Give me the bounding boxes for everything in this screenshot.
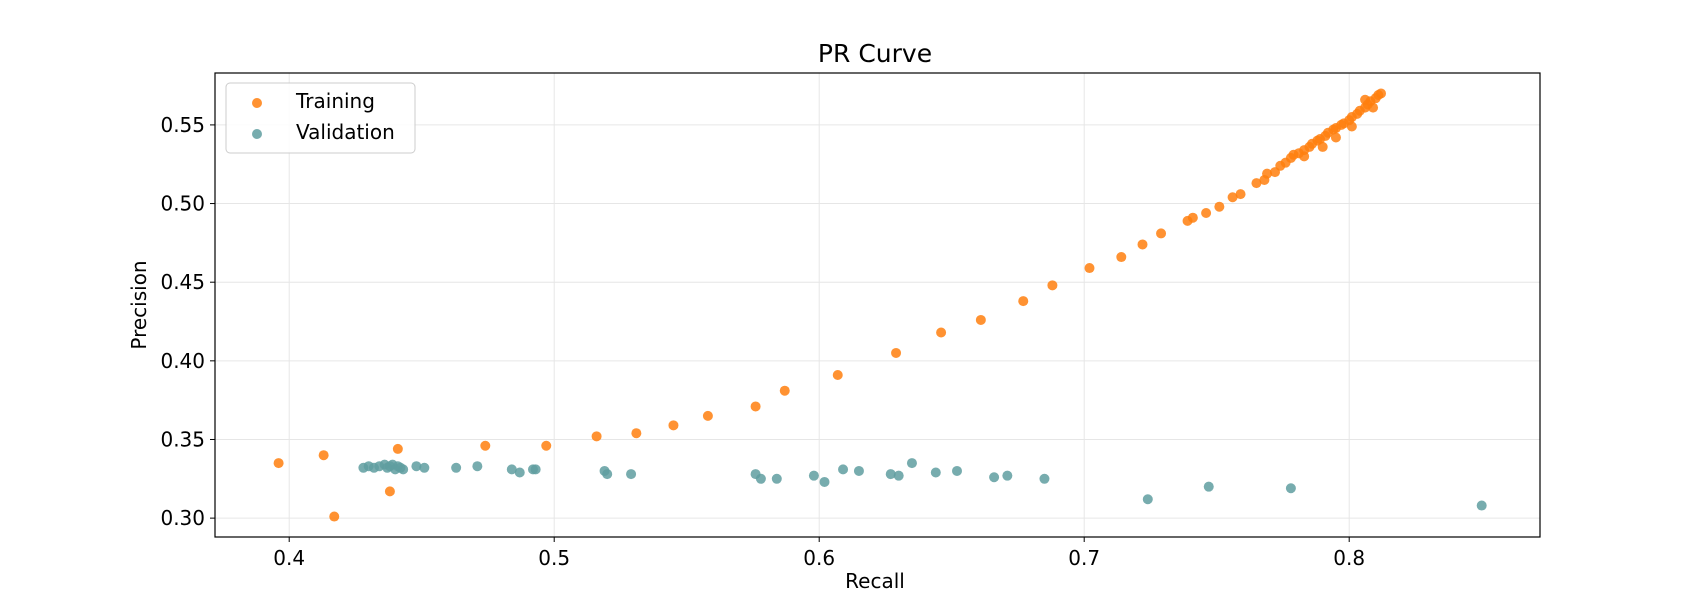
data-point-training [891, 347, 902, 358]
data-point-validation [989, 472, 1000, 483]
x-tick-label: 0.5 [538, 546, 570, 570]
data-point-validation [1285, 483, 1296, 494]
data-point-validation [1142, 494, 1153, 505]
y-tick-label: 0.35 [160, 427, 205, 451]
legend-box [225, 82, 416, 154]
x-axis-label: Recall [845, 569, 905, 593]
y-tick-label: 0.30 [160, 506, 205, 530]
data-point-validation [398, 464, 409, 475]
data-point-validation [952, 465, 962, 476]
data-point-training [392, 443, 403, 454]
grid-lines [215, 73, 1540, 537]
data-point-training [1368, 102, 1379, 113]
data-point-training [591, 431, 602, 442]
data-point-training [750, 401, 761, 412]
data-point-training [975, 314, 986, 325]
data-point-training [1084, 263, 1095, 274]
data-point-training [1201, 207, 1212, 218]
data-point-validation [1476, 500, 1487, 511]
legend-marker-training [252, 98, 262, 108]
data-point-validation [771, 473, 782, 484]
data-point-validation [602, 469, 613, 480]
data-point-validation [451, 462, 462, 473]
data-point-training [702, 410, 713, 421]
data-point-training [1317, 141, 1328, 152]
data-point-training [273, 458, 284, 469]
data-point-validation [838, 464, 849, 475]
data-point-validation [411, 461, 422, 472]
data-point-validation [506, 464, 517, 475]
data-point-validation [853, 465, 864, 476]
data-point-validation [626, 469, 637, 480]
data-point-validation [808, 470, 819, 481]
data-point-validation [906, 458, 917, 469]
data-point-validation [1002, 470, 1013, 481]
data-point-validation [1039, 473, 1050, 484]
data-point-training [329, 511, 340, 522]
data-point-training [1299, 151, 1310, 162]
data-point-training [1156, 228, 1167, 239]
data-point-training [541, 440, 552, 451]
data-point-validation [755, 473, 766, 484]
data-point-training [832, 369, 843, 380]
data-point-training [936, 327, 947, 338]
data-point-training [1227, 192, 1238, 203]
data-point-training [1137, 239, 1148, 250]
data-point-training [318, 450, 329, 461]
data-point-validation [819, 476, 830, 487]
data-point-training [480, 440, 491, 451]
x-tick-label: 0.8 [1333, 546, 1365, 570]
data-point-validation [472, 461, 483, 472]
series-validation [358, 458, 1487, 511]
data-point-training [1262, 168, 1273, 179]
data-point-training [1187, 212, 1198, 223]
legend-label-validation: Validation [296, 120, 395, 144]
data-point-training [1360, 94, 1371, 105]
data-point-training [668, 420, 679, 431]
data-point-training [1251, 178, 1262, 189]
data-point-validation [419, 462, 430, 473]
x-axis-ticks: 0.4 0.5 0.6 0.7 0.8 [273, 537, 1365, 570]
chart-title: PR Curve [818, 39, 932, 68]
y-axis-ticks: 0.30 0.35 0.40 0.45 0.50 0.55 [160, 113, 215, 530]
y-tick-label: 0.55 [160, 113, 205, 137]
legend-marker-validation [252, 129, 262, 139]
data-point-validation [930, 467, 941, 478]
y-axis-label: Precision [127, 260, 151, 349]
data-point-validation [893, 470, 904, 481]
x-tick-label: 0.6 [803, 546, 835, 570]
x-tick-label: 0.4 [273, 546, 305, 570]
data-point-validation [1203, 481, 1214, 492]
data-point-training [1330, 132, 1341, 143]
data-point-validation [514, 467, 525, 478]
data-point-training [1018, 296, 1029, 307]
y-tick-label: 0.50 [160, 192, 205, 216]
data-point-validation [530, 464, 541, 475]
data-points [273, 88, 1487, 522]
data-point-training [1376, 88, 1386, 99]
data-point-training [631, 428, 642, 439]
x-tick-label: 0.7 [1068, 546, 1100, 570]
data-point-training [1235, 189, 1246, 200]
data-point-training [1116, 252, 1127, 263]
y-tick-label: 0.40 [160, 349, 205, 373]
data-point-training [1214, 201, 1225, 212]
series-training [273, 88, 1386, 522]
plot-frame [214, 72, 1541, 538]
y-tick-label: 0.45 [160, 270, 205, 294]
data-point-training [384, 486, 395, 497]
data-point-training [1346, 121, 1357, 132]
legend-label-training: Training [295, 89, 375, 113]
data-point-validation [885, 469, 896, 480]
data-point-training [1047, 280, 1058, 291]
data-point-training [779, 385, 790, 396]
legend: Training Validation [225, 82, 416, 154]
